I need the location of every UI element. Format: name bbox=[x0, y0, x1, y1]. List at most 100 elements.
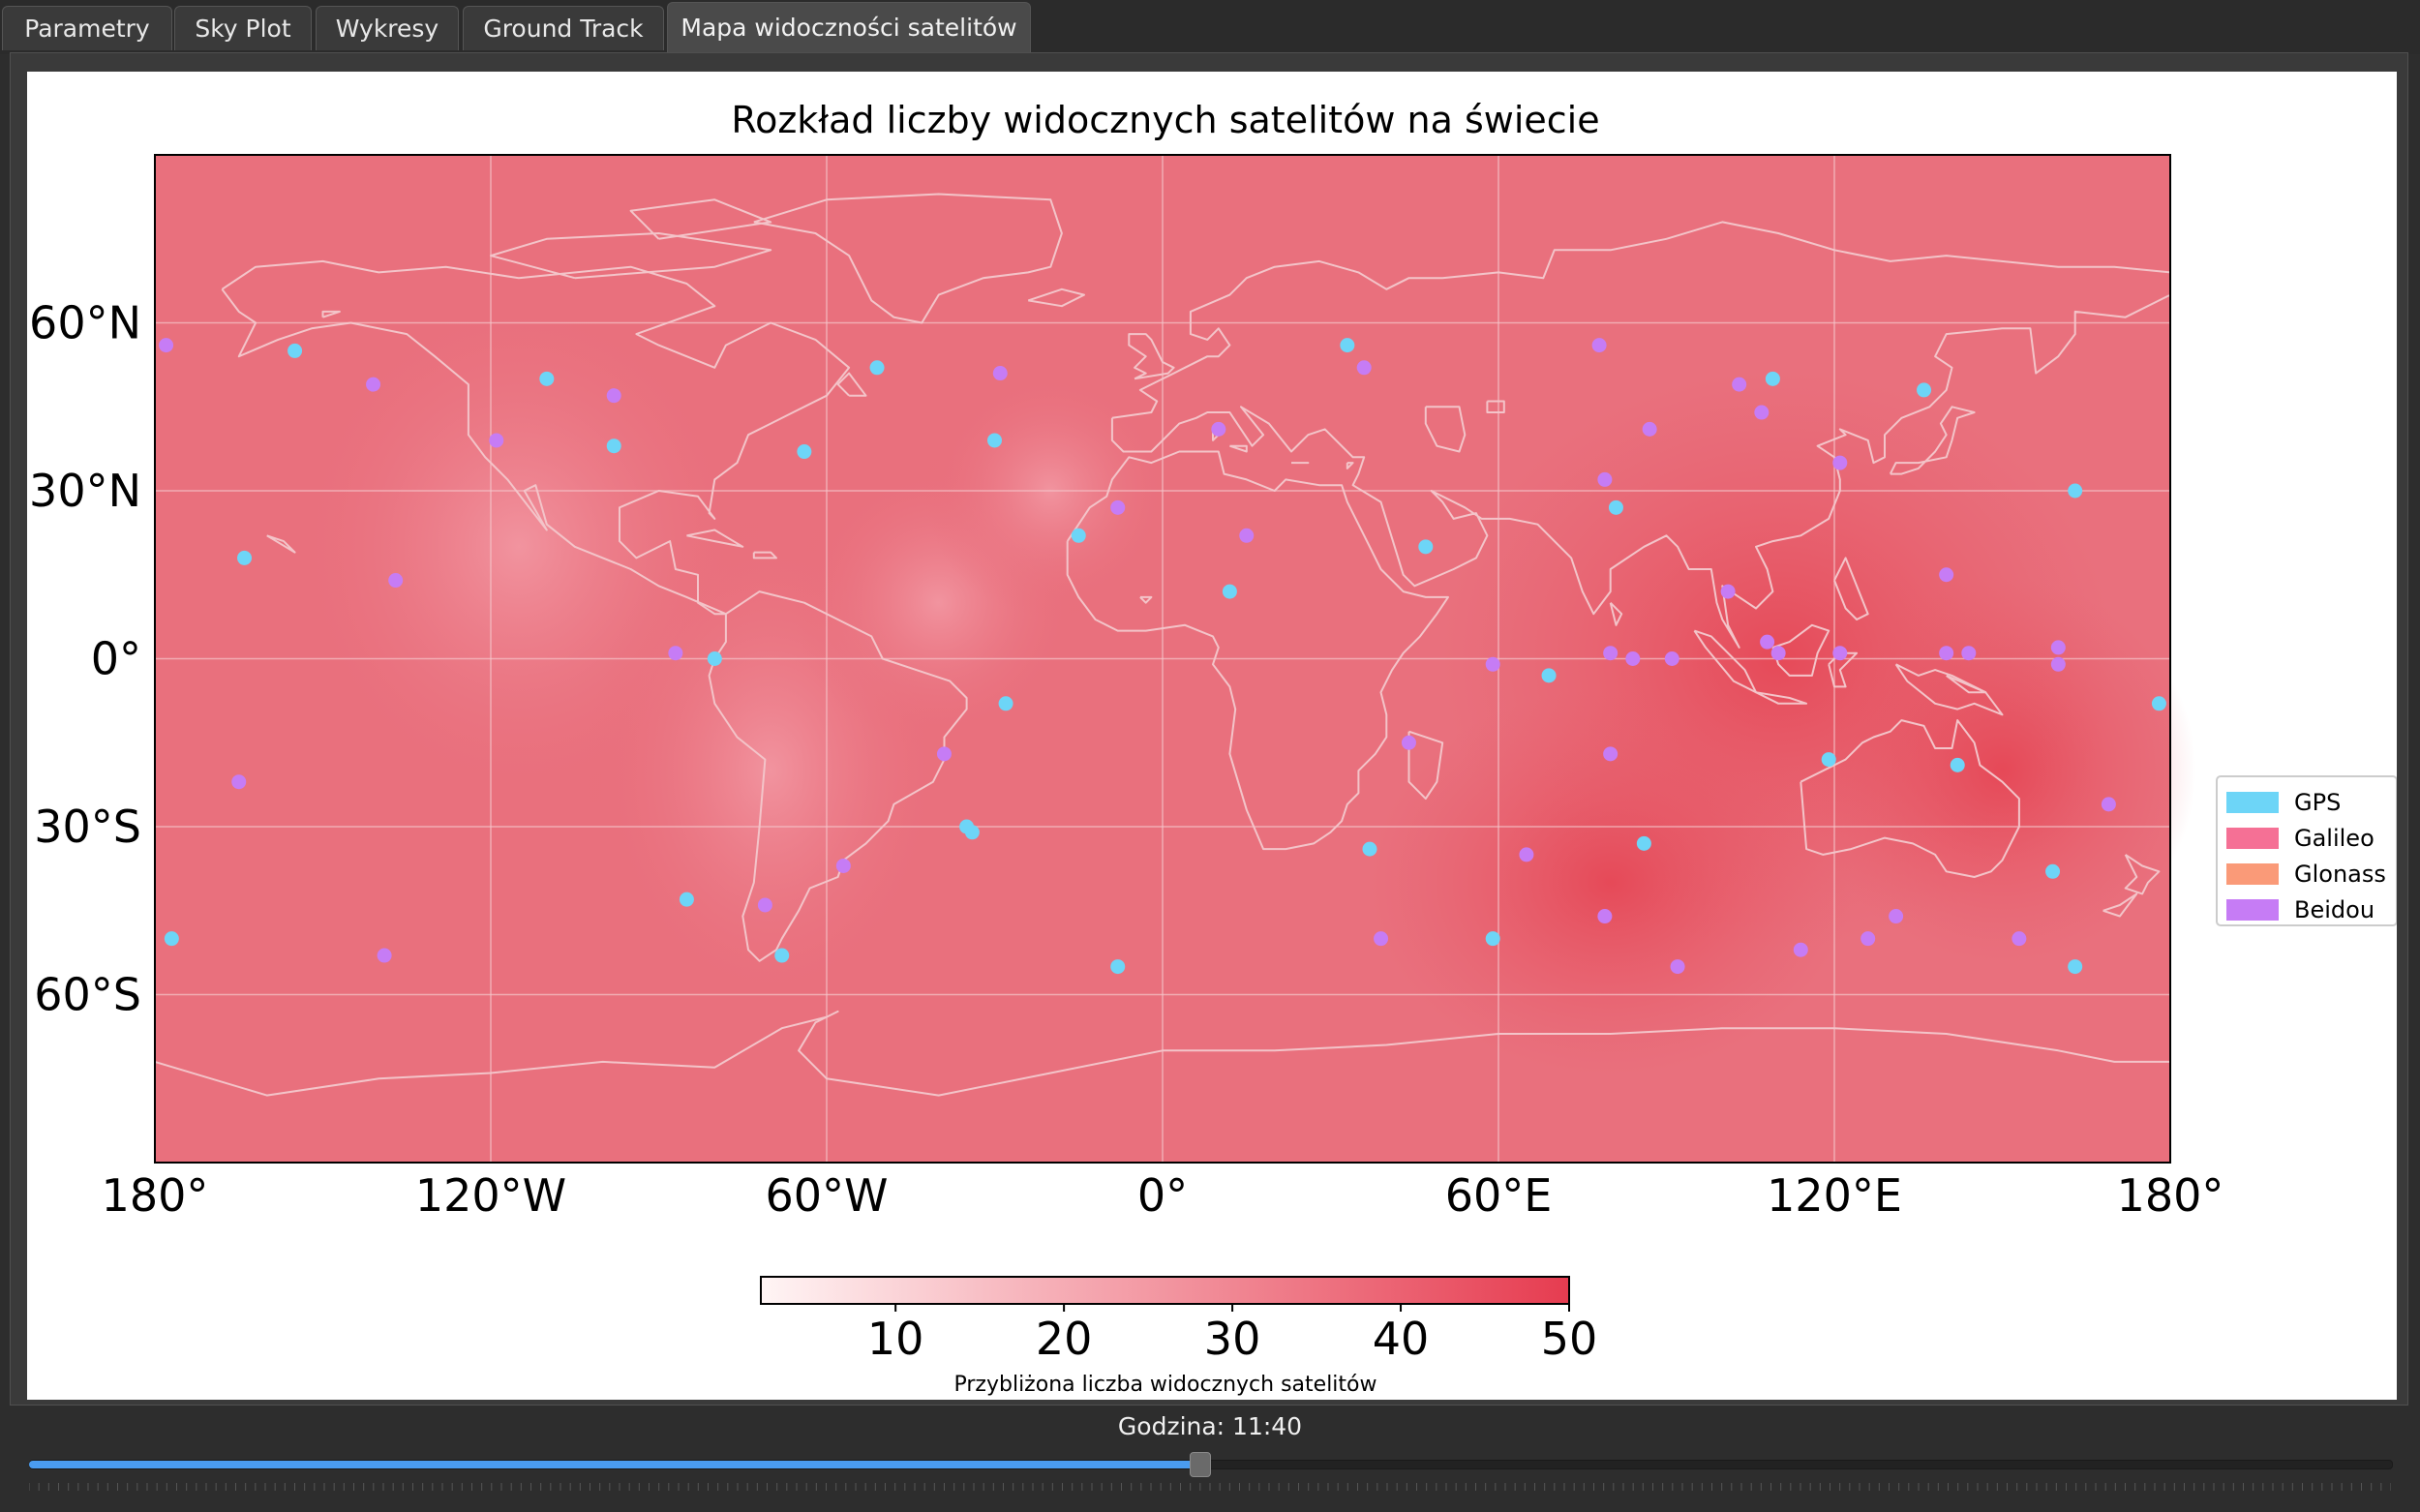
satellite-point-beidou-3 bbox=[366, 377, 381, 392]
satellite-point-beidou-6 bbox=[606, 388, 621, 404]
satellite-point-gps-31 bbox=[2151, 696, 2166, 711]
y-tick-label-3: 30°S bbox=[34, 801, 141, 853]
satellite-point-beidou-2 bbox=[377, 948, 392, 963]
tab-bar: Parametry Sky Plot Wykresy Ground Track … bbox=[0, 0, 2420, 54]
coastline-16 bbox=[1833, 557, 1869, 620]
colorbar-tick-label-4: 50 bbox=[1541, 1313, 1598, 1365]
colorbar-gradient bbox=[760, 1276, 1570, 1305]
coastline-0 bbox=[221, 259, 851, 616]
satellite-point-gps-14 bbox=[1071, 528, 1086, 543]
legend-swatch-glonass bbox=[2226, 863, 2279, 885]
legend-label-galileo: Galileo bbox=[2294, 825, 2375, 852]
coastline-33 bbox=[1139, 595, 1153, 604]
satellite-point-beidou-36 bbox=[1832, 455, 1848, 470]
x-tick-label-4: 60°E bbox=[1445, 1169, 1553, 1222]
coastline-17 bbox=[1407, 730, 1444, 801]
satellite-point-gps-9 bbox=[869, 360, 885, 376]
time-label: Godzina: 11:40 bbox=[1117, 1412, 1303, 1440]
time-slider-fill bbox=[29, 1461, 1201, 1468]
heatmap-high-region-1 bbox=[1368, 688, 1853, 1076]
time-slider-handle[interactable] bbox=[1190, 1452, 1212, 1477]
satellite-point-beidou-43 bbox=[2050, 656, 2066, 672]
satellite-point-beidou-33 bbox=[1770, 646, 1786, 661]
coastline-24 bbox=[629, 198, 772, 240]
tab-sky-plot[interactable]: Sky Plot bbox=[174, 6, 312, 50]
satellite-point-beidou-35 bbox=[1832, 646, 1848, 661]
heatmap-high-region-2 bbox=[1808, 577, 2196, 965]
time-slider-ticks bbox=[29, 1483, 2391, 1491]
coastline-26 bbox=[266, 534, 296, 554]
satellite-point-beidou-23 bbox=[1603, 746, 1618, 762]
coastline-12 bbox=[1755, 691, 1808, 705]
satellite-point-gps-2 bbox=[287, 343, 303, 358]
coastline-22 bbox=[836, 372, 867, 397]
coastline-31 bbox=[1424, 406, 1467, 453]
colorbar: 10 20 30 40 50 bbox=[760, 1276, 1598, 1365]
satellite-point-beidou-11 bbox=[992, 366, 1008, 381]
satellite-point-beidou-37 bbox=[1860, 931, 1876, 947]
coastline-28 bbox=[1229, 444, 1248, 453]
plot-frame bbox=[154, 154, 2171, 1164]
satellite-point-beidou-1 bbox=[231, 774, 247, 790]
coastline-13 bbox=[1771, 623, 1830, 677]
satellite-point-beidou-44 bbox=[2050, 640, 2066, 655]
colorbar-label: Przybliżona liczba widocznych satelitów bbox=[954, 1373, 1377, 1397]
tab-parametry[interactable]: Parametry bbox=[2, 6, 172, 50]
tab-wykresy[interactable]: Wykresy bbox=[316, 6, 459, 50]
x-tick-label-6: 180° bbox=[2117, 1169, 2224, 1222]
satellite-point-gps-4 bbox=[606, 438, 621, 454]
coastline-19 bbox=[1027, 287, 1085, 308]
x-tick-label-0: 180° bbox=[102, 1169, 209, 1222]
satellite-point-beidou-45 bbox=[2101, 797, 2116, 812]
satellite-point-beidou-22 bbox=[1603, 646, 1618, 661]
satellite-point-beidou-13 bbox=[1211, 421, 1226, 437]
coastline-20 bbox=[686, 529, 744, 548]
satellite-point-beidou-29 bbox=[1720, 584, 1736, 599]
satellite-point-beidou-34 bbox=[1793, 942, 1808, 957]
satellite-point-beidou-25 bbox=[1625, 651, 1641, 666]
satellite-point-gps-16 bbox=[1222, 584, 1237, 599]
satellite-point-gps-15 bbox=[1110, 959, 1126, 975]
satellite-point-beidou-12 bbox=[1110, 499, 1126, 515]
legend-swatch-galileo bbox=[2226, 828, 2279, 849]
satellite-point-gps-22 bbox=[1608, 499, 1623, 515]
x-tick-label-2: 60°W bbox=[765, 1169, 888, 1222]
satellite-point-gps-3 bbox=[539, 371, 555, 386]
tab-ground-track[interactable]: Ground Track bbox=[463, 6, 664, 50]
satellite-point-gps-7 bbox=[774, 948, 790, 963]
coastline-4 bbox=[1128, 333, 1175, 380]
tab-mapa-widocznosci[interactable]: Mapa widoczności satelitów bbox=[667, 2, 1031, 52]
coastline-25 bbox=[321, 310, 341, 318]
chart-title: Rozkład liczby widocznych satelitów na ś… bbox=[731, 99, 1599, 141]
y-tick-label-4: 60°S bbox=[34, 969, 141, 1021]
coastline-9 bbox=[2124, 854, 2161, 895]
colorbar-tick-label-1: 20 bbox=[1036, 1313, 1093, 1365]
legend-swatch-beidou bbox=[2226, 899, 2279, 921]
coastline-15 bbox=[1894, 663, 2004, 716]
colorbar-tick-label-2: 30 bbox=[1204, 1313, 1261, 1365]
satellite-point-gps-6 bbox=[679, 892, 694, 907]
satellite-point-beidou-26 bbox=[1642, 421, 1657, 437]
coastline-30 bbox=[1346, 462, 1354, 469]
satellite-point-beidou-30 bbox=[1732, 377, 1747, 392]
satellite-points bbox=[159, 338, 2166, 975]
satellite-point-beidou-19 bbox=[1519, 847, 1534, 862]
satellite-point-beidou-8 bbox=[757, 897, 772, 913]
satellite-point-gps-18 bbox=[1418, 539, 1434, 555]
colorbar-tick-label-3: 40 bbox=[1373, 1313, 1430, 1365]
y-tick-label-1: 30°N bbox=[29, 465, 141, 517]
legend: GPS Galileo Glonass Beidou bbox=[2216, 775, 2398, 926]
legend-label-glonass: Glonass bbox=[2294, 861, 2386, 888]
satellite-point-beidou-18 bbox=[1485, 656, 1500, 672]
satellite-point-beidou-24 bbox=[1597, 909, 1613, 924]
satellite-point-gps-13 bbox=[987, 433, 1002, 448]
gridlines bbox=[155, 155, 2170, 1163]
axes: 180° 120°W 60°W 0° 60°E 120°E 180° 60°N 30°N 0° 30… bbox=[29, 154, 2224, 1222]
coastline-18 bbox=[1609, 601, 1623, 626]
satellite-point-beidou-27 bbox=[1664, 651, 1679, 666]
satellite-point-gps-26 bbox=[1917, 382, 1932, 398]
satellite-point-gps-17 bbox=[1340, 338, 1355, 353]
coastline-34 bbox=[1946, 674, 1987, 694]
satellite-point-beidou-40 bbox=[1939, 646, 1954, 661]
satellite-point-beidou-0 bbox=[159, 338, 174, 353]
